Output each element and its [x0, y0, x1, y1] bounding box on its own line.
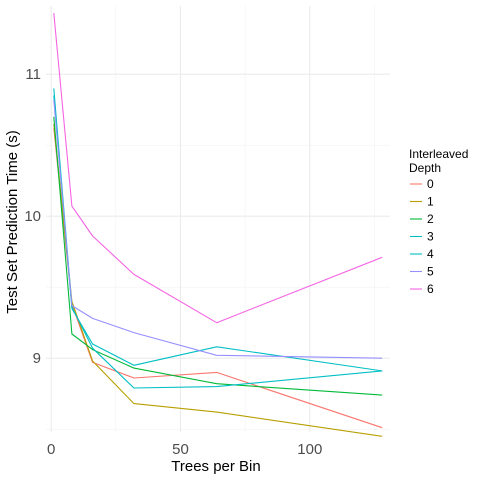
legend-item-depth-1: 1 — [410, 195, 434, 209]
legend-label: 0 — [427, 177, 434, 191]
y-axis-tick-labels: 9 10 11 — [24, 66, 41, 367]
legend-items: 0 1 2 3 4 5 6 — [410, 177, 434, 296]
minor-gridlines — [46, 6, 390, 432]
legend-item-depth-5: 5 — [410, 265, 434, 279]
series-lines — [53, 13, 383, 437]
legend-label: 6 — [427, 282, 434, 296]
legend-title-line-1: Interleaved — [409, 147, 468, 161]
legend-label: 2 — [427, 212, 434, 226]
y-tick-label: 9 — [33, 350, 41, 367]
y-tick-label: 10 — [24, 208, 41, 225]
legend-label: 1 — [427, 195, 434, 209]
series-line-depth-5 — [53, 99, 383, 359]
x-tick-label: 0 — [47, 441, 55, 458]
x-tick-label: 100 — [297, 441, 322, 458]
legend-item-depth-3: 3 — [410, 230, 434, 244]
legend-item-depth-4: 4 — [410, 247, 434, 261]
series-line-depth-6 — [53, 13, 383, 324]
legend-label: 5 — [427, 265, 434, 279]
legend-label: 3 — [427, 230, 434, 244]
legend-title: Interleaved Depth — [409, 147, 472, 175]
legend-title-line-2: Depth — [409, 161, 441, 175]
y-axis-title: Test Set Prediction Time (s) — [4, 130, 21, 313]
x-tick-label: 50 — [172, 441, 189, 458]
legend-item-depth-6: 6 — [410, 282, 434, 296]
legend-item-depth-0: 0 — [410, 177, 434, 191]
series-line-depth-2 — [53, 116, 383, 396]
legend: Interleaved Depth 0 1 2 3 4 5 6 — [409, 147, 472, 296]
legend-label: 4 — [427, 247, 434, 261]
y-tick-label: 11 — [25, 66, 41, 83]
major-gridlines — [46, 6, 390, 432]
legend-item-depth-2: 2 — [410, 212, 434, 226]
x-axis-title: Trees per Bin — [171, 458, 260, 475]
x-axis-tick-labels: 0 50 100 — [47, 441, 322, 458]
